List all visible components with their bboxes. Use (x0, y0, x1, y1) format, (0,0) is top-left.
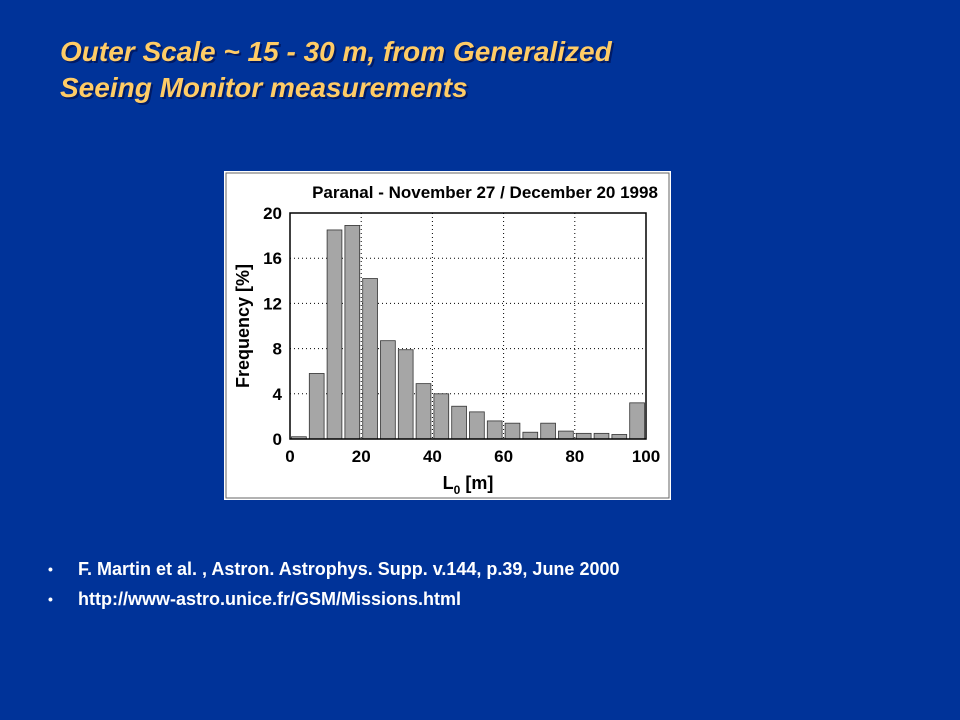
chart-grid (290, 213, 646, 439)
histogram-bar (575, 432, 592, 440)
x-tick-label: 40 (423, 447, 442, 466)
histogram-bar (397, 349, 414, 440)
y-tick-label: 8 (273, 340, 282, 359)
slide-title: Outer Scale ~ 15 - 30 m, from Generalize… (60, 34, 612, 106)
x-tick-label: 60 (494, 447, 513, 466)
histogram-bar (380, 340, 396, 440)
y-axis-label: Frequency [%] (233, 264, 253, 388)
histogram-bar (486, 420, 503, 440)
histogram-bar (326, 229, 343, 440)
slide-title-line-2: Seeing Monitor measurements (60, 72, 468, 103)
x-tick-labels: 0 20 40 60 80 100 (285, 447, 660, 466)
plot-area-border (289, 212, 647, 440)
histogram-bar (469, 411, 485, 440)
histogram-bar (433, 393, 450, 440)
bullet-dot-icon: • (48, 591, 53, 607)
slide-title-line-1: Outer Scale ~ 15 - 30 m, from Generalize… (60, 36, 612, 67)
y-tick-label: 0 (273, 430, 282, 449)
histogram-chart: Paranal - November 27 / December 20 1998… (224, 171, 671, 500)
histogram-bar (593, 432, 610, 440)
x-axis-label-unit: [m] (460, 473, 493, 493)
x-axis-label-main: L (443, 473, 454, 493)
histogram-bar (504, 422, 521, 440)
y-tick-label: 20 (263, 204, 282, 223)
histogram-bar (344, 225, 361, 440)
histogram-svg: Paranal - November 27 / December 20 1998… (224, 171, 671, 500)
histogram-bar (308, 373, 325, 440)
reference-list: • F. Martin et al. , Astron. Astrophys. … (48, 554, 620, 614)
chart-background (224, 171, 671, 500)
chart-title: Paranal - November 27 / December 20 1998 (312, 183, 658, 202)
histogram-bar (415, 383, 432, 440)
reference-url: http://www-astro.unice.fr/GSM/Missions.h… (78, 589, 462, 609)
x-tick-label: 20 (352, 447, 371, 466)
y-tick-label: 16 (263, 249, 282, 268)
reference-text: F. Martin et al. , Astron. Astrophys. Su… (78, 559, 620, 579)
chart-outer-border (225, 172, 670, 499)
x-axis-label-subscript: 0 (454, 483, 461, 497)
histogram-bar (629, 402, 645, 440)
reference-item: • F. Martin et al. , Astron. Astrophys. … (48, 554, 620, 584)
x-tick-label: 80 (565, 447, 584, 466)
histogram-bar (362, 278, 378, 440)
histogram-bar (540, 422, 556, 440)
reference-item: • http://www-astro.unice.fr/GSM/Missions… (48, 584, 620, 614)
chart-bars (291, 225, 645, 440)
x-axis-label: L0 [m] (443, 473, 494, 497)
y-tick-labels: 0 4 8 12 16 20 (263, 204, 282, 449)
histogram-bar (451, 405, 467, 440)
x-tick-label: 100 (632, 447, 660, 466)
x-tick-label: 0 (285, 447, 294, 466)
y-tick-label: 12 (263, 294, 282, 313)
histogram-bar (558, 430, 574, 440)
y-tick-label: 4 (273, 385, 283, 404)
bullet-dot-icon: • (48, 561, 53, 577)
histogram-bar (522, 431, 539, 440)
